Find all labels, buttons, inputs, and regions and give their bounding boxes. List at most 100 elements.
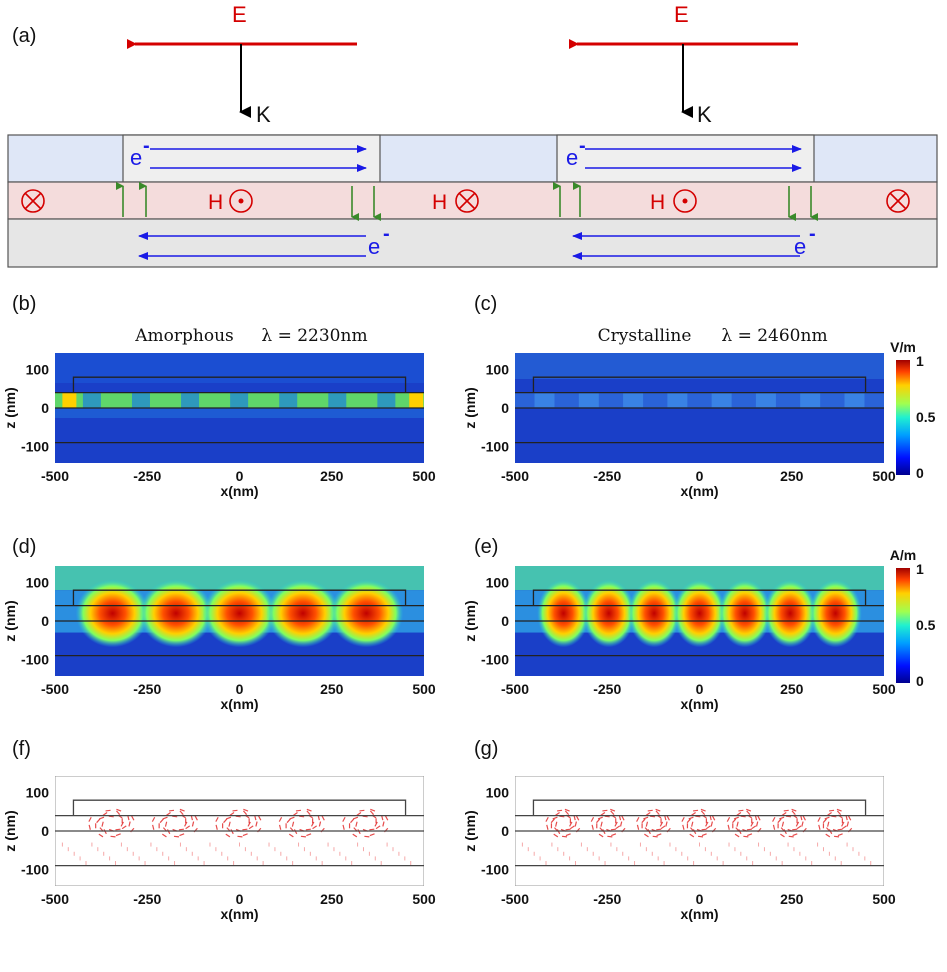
field-node (377, 392, 396, 408)
current-arrow (559, 815, 565, 818)
plot-area (55, 776, 424, 886)
current-arrow (242, 828, 248, 831)
current-arrow (682, 824, 685, 830)
z-tick-label: 100 (486, 785, 510, 801)
e-field-label: E (232, 2, 247, 27)
current-arrow (116, 808, 122, 812)
current-arrow (152, 824, 155, 830)
current-arrow (701, 833, 707, 837)
current-arrow (688, 816, 694, 820)
current-arrow (102, 812, 108, 816)
current-arrow (652, 835, 658, 838)
electron-current-bottom: e - e - (138, 223, 816, 260)
z-axis-label: z (nm) (2, 387, 18, 428)
current-arrow (370, 808, 376, 812)
h-out-of-page-icon (229, 189, 253, 213)
current-arrow (644, 833, 649, 838)
current-arrow (781, 812, 787, 816)
x-tick-label: 500 (872, 891, 896, 907)
current-arrow (711, 815, 716, 821)
current-arrow (736, 812, 742, 816)
x-tick-label: -500 (41, 468, 69, 484)
field-upper-region (515, 353, 884, 379)
current-arrow (355, 821, 358, 827)
x-tick-label: -500 (501, 891, 529, 907)
h-into-page-icon (21, 189, 45, 213)
current-arrow (291, 821, 295, 827)
current-arrow (173, 835, 180, 838)
current-arrow (115, 833, 121, 837)
current-arrow (598, 833, 604, 838)
current-arrow (743, 835, 749, 838)
current-arrow (226, 816, 232, 820)
field-edge-hotspot (62, 392, 77, 408)
current-arrow (350, 818, 355, 824)
current-arrow (706, 825, 711, 830)
current-arrow (223, 818, 228, 824)
h-into-page-icon (886, 189, 910, 213)
current-arrow (740, 815, 746, 818)
x-tick-label: -500 (41, 681, 69, 697)
panel-c-label: (c) (474, 293, 497, 315)
current-arrow (312, 825, 318, 830)
current-arrow (384, 815, 389, 821)
current-arrow (681, 816, 685, 822)
field-hotspot (329, 579, 404, 648)
grating-ridge (556, 134, 815, 183)
field-hotspot (673, 579, 726, 648)
current-arrow (564, 810, 570, 816)
current-arrow (243, 808, 249, 812)
current-arrow (295, 809, 302, 812)
grating-ridge-outline (532, 589, 867, 606)
field-hotspot (537, 579, 590, 648)
field-node (755, 393, 776, 408)
field-node (181, 392, 200, 408)
plot-area (515, 353, 884, 463)
k-vector-label: K (256, 102, 271, 127)
x-tick-label: -500 (41, 891, 69, 907)
x-tick-label: 0 (696, 468, 704, 484)
grating-ridge (122, 134, 381, 183)
z-tick-label: -100 (481, 439, 509, 455)
current-arrow (258, 815, 262, 821)
current-arrow (751, 825, 757, 830)
grating-ridge-outline (532, 799, 867, 816)
current-arrow (552, 816, 558, 820)
x-tick-label: 500 (412, 681, 436, 697)
x-tick-label: 0 (236, 681, 244, 697)
current-arrow (827, 821, 830, 827)
current-arrow (184, 821, 188, 827)
panel-a-label: (a) (12, 25, 36, 47)
x-tick-label: -500 (501, 468, 529, 484)
plot-area (55, 566, 424, 676)
current-arrow (665, 821, 668, 827)
current-arrow (645, 812, 651, 816)
h-into-page-icon (455, 189, 479, 213)
colorbar-gradient (896, 360, 910, 475)
current-arrow (306, 808, 312, 812)
current-arrow (837, 833, 843, 837)
current-arrow (574, 821, 577, 827)
z-tick-label: 0 (41, 823, 49, 839)
z-axis-label: z (nm) (462, 810, 478, 851)
field-node (623, 393, 644, 408)
current-arrow (88, 816, 92, 822)
k-vector-label: K (697, 102, 712, 127)
current-arrow (159, 818, 164, 824)
current-arrow (655, 808, 661, 812)
panel-a: (a) E K E K e - (7, 2, 938, 268)
current-arrow (369, 828, 375, 831)
current-arrow (565, 828, 571, 831)
current-arrow (666, 815, 670, 821)
current-arrow (564, 808, 570, 812)
x-tick-label: 250 (780, 891, 804, 907)
current-arrow (172, 815, 178, 818)
current-arrow (619, 821, 623, 827)
current-arrow (636, 816, 640, 822)
current-arrow (695, 815, 701, 818)
plot-area (55, 353, 424, 463)
current-arrow (831, 815, 837, 818)
